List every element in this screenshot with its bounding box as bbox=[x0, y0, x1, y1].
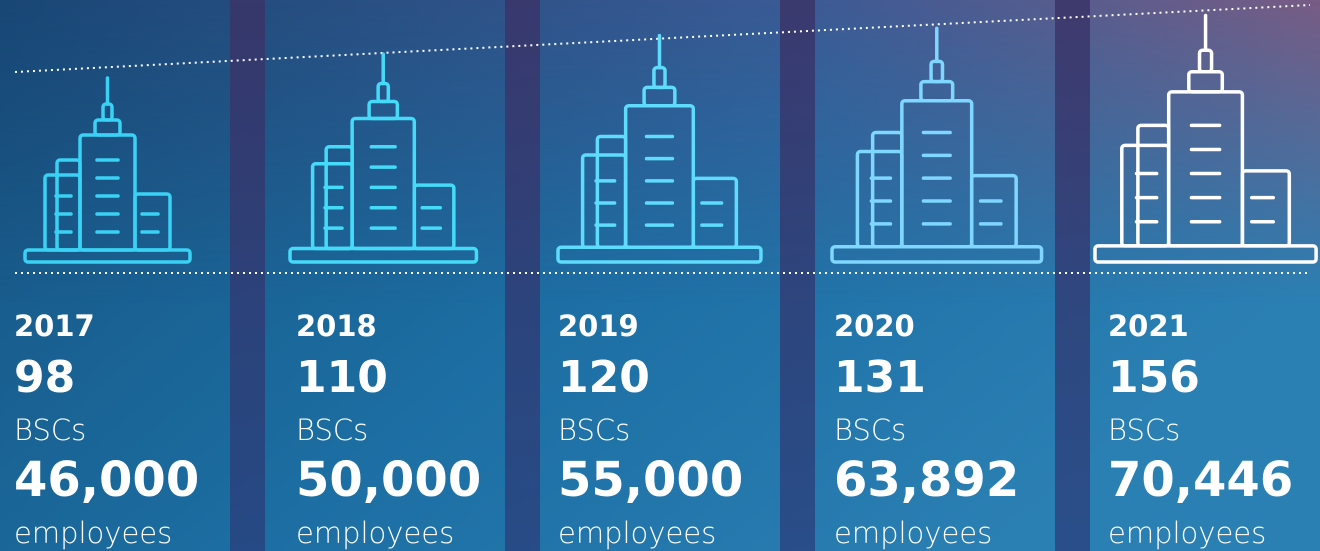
bsc-count: 120 bbox=[558, 352, 650, 403]
column-dividers bbox=[230, 0, 1090, 551]
bsc-label: BSCs bbox=[14, 413, 86, 447]
columns: 2017 98 BSCs 46,000 employees 2018 110 BSCs 50,0… bbox=[14, 309, 1293, 550]
year: 2017 bbox=[14, 309, 95, 343]
year: 2021 bbox=[1108, 309, 1189, 343]
employee-count: 55,000 bbox=[558, 452, 743, 508]
bsc-count: 131 bbox=[834, 352, 926, 403]
bsc-count: 110 bbox=[296, 352, 388, 403]
year: 2019 bbox=[558, 309, 639, 343]
bsc-label: BSCs bbox=[834, 413, 906, 447]
bsc-label: BSCs bbox=[558, 413, 630, 447]
building-icon bbox=[830, 26, 1044, 264]
buildings bbox=[23, 13, 1318, 264]
employee-label: employees bbox=[834, 516, 992, 550]
bsc-count: 98 bbox=[14, 352, 75, 403]
year: 2018 bbox=[296, 309, 377, 343]
bsc-count: 156 bbox=[1108, 352, 1200, 403]
employee-label: employees bbox=[1108, 516, 1266, 550]
employee-count: 63,892 bbox=[834, 452, 1019, 508]
bsc-label: BSCs bbox=[296, 413, 368, 447]
year: 2020 bbox=[834, 309, 915, 343]
trend-line bbox=[14, 4, 1311, 73]
employee-label: employees bbox=[14, 516, 172, 550]
employee-count: 70,446 bbox=[1108, 452, 1293, 508]
employee-label: employees bbox=[296, 516, 454, 550]
bsc-label: BSCs bbox=[1108, 413, 1180, 447]
employee-count: 46,000 bbox=[14, 452, 199, 508]
building-icon bbox=[288, 52, 479, 264]
employee-count: 50,000 bbox=[296, 452, 481, 508]
building-icon bbox=[556, 33, 763, 264]
employee-label: employees bbox=[558, 516, 716, 550]
building-icon bbox=[1093, 13, 1318, 264]
building-icon bbox=[23, 76, 192, 264]
